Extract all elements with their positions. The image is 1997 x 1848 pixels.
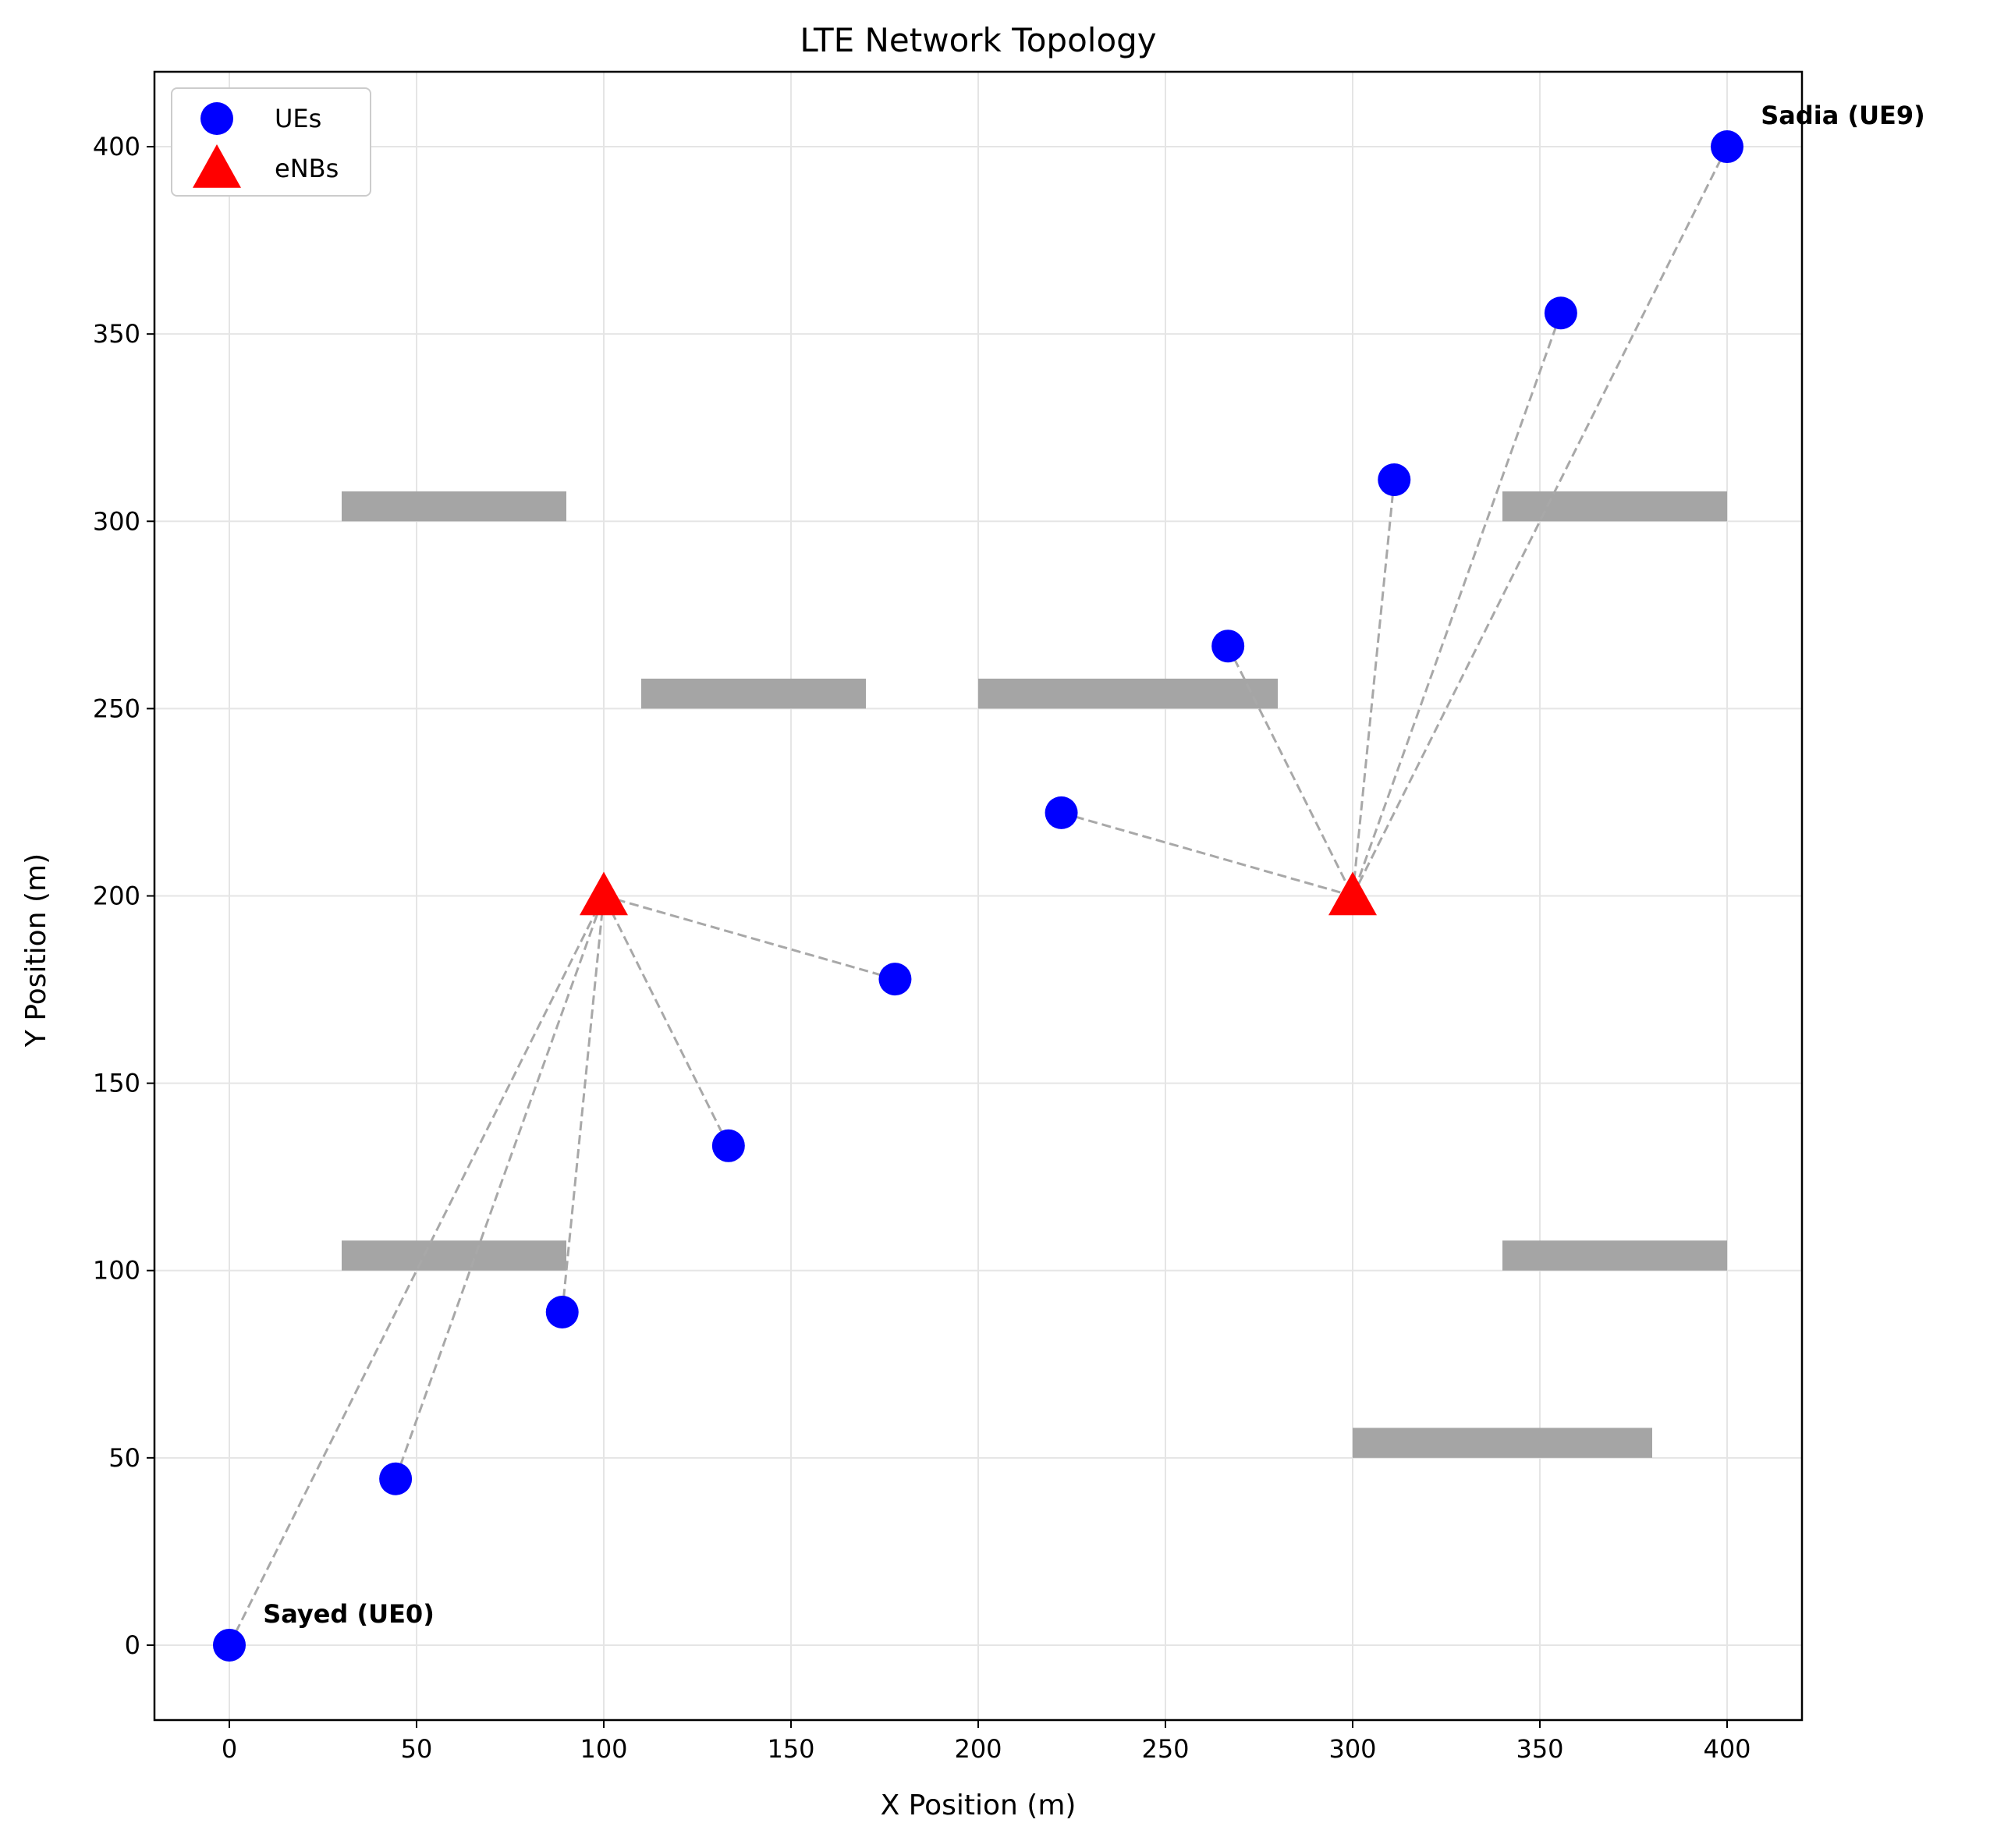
obstacles	[342, 491, 1727, 1458]
x-tick-label: 250	[1141, 1734, 1189, 1764]
ue-point	[1544, 296, 1577, 330]
connection-line	[394, 895, 605, 1480]
legend: UEs eNBs	[171, 87, 371, 197]
legend-label: UEs	[275, 104, 321, 133]
connection-line	[1226, 645, 1354, 897]
x-tick-label: 150	[767, 1734, 814, 1764]
axis-ticks: 0 50 100 150 200 250 300 350 400 0 50 100 150 200 250 3…	[93, 132, 1751, 1764]
x-tick-label: 100	[580, 1734, 627, 1764]
x-tick-label: 300	[1328, 1734, 1376, 1764]
x-tick-label: 0	[222, 1734, 237, 1764]
ue-point	[213, 1628, 246, 1662]
ue-point	[379, 1462, 413, 1495]
y-axis-label: Y Position (m)	[20, 853, 52, 1048]
legend-ue-marker	[200, 102, 233, 135]
obstacle-rect	[1502, 1240, 1727, 1271]
chart-title: LTE Network Topology	[800, 21, 1156, 59]
enb-points	[580, 871, 1377, 916]
ue-point	[711, 1129, 745, 1162]
connection-line	[602, 895, 730, 1147]
x-tick-label: 400	[1703, 1734, 1750, 1764]
y-tick-label: 250	[93, 693, 140, 723]
obstacle-rect	[1502, 491, 1727, 522]
connection-line	[1351, 479, 1396, 896]
enb-point	[1328, 871, 1377, 916]
y-tick-label: 50	[108, 1443, 140, 1473]
y-tick-label: 400	[93, 132, 140, 161]
x-axis-label: X Position (m)	[881, 1789, 1077, 1821]
enb-point	[580, 871, 628, 916]
obstacle-rect	[641, 678, 866, 709]
ue-point	[878, 963, 912, 996]
obstacle-rect	[1353, 1428, 1652, 1458]
y-tick-label: 100	[93, 1256, 140, 1286]
ue-point	[1378, 463, 1411, 496]
point-annotation: Sadia (UE9)	[1761, 101, 1925, 130]
obstacle-rect	[978, 678, 1278, 709]
connection-line	[1061, 811, 1353, 897]
y-tick-label: 150	[93, 1069, 140, 1098]
point-annotation: Sayed (UE0)	[263, 1599, 435, 1629]
connection-line	[603, 895, 896, 981]
x-tick-label: 50	[401, 1734, 433, 1764]
x-tick-label: 200	[954, 1734, 1002, 1764]
ue-points	[213, 130, 1743, 1662]
ue-point	[1711, 130, 1743, 164]
y-tick-label: 0	[125, 1630, 140, 1660]
ue-point	[545, 1296, 579, 1329]
legend-label: eNBs	[275, 154, 339, 183]
y-tick-label: 350	[93, 319, 140, 349]
connection-lines	[228, 146, 1729, 1646]
ue-point	[1045, 796, 1078, 829]
obstacle-rect	[342, 491, 566, 522]
legend-enb-marker	[193, 144, 241, 188]
connection-line	[1351, 312, 1562, 897]
obstacle-rect	[342, 1240, 566, 1271]
y-tick-label: 300	[93, 506, 140, 536]
y-tick-label: 200	[93, 881, 140, 911]
connection-line	[561, 896, 605, 1313]
ue-point	[1211, 630, 1245, 663]
x-tick-label: 350	[1516, 1734, 1563, 1764]
